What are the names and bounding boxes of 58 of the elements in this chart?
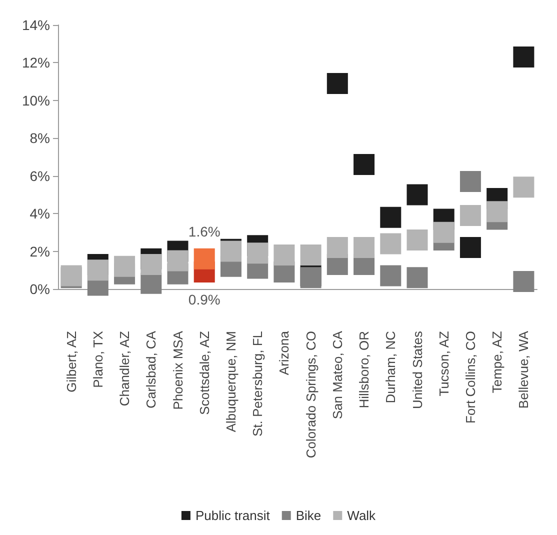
legend-label: Public transit [195, 508, 270, 523]
data-label: 0.9% [188, 292, 220, 308]
x-tick-label: St. Petersburg, FL [250, 331, 266, 436]
x-tick-label: Fort Collins, CO [462, 331, 478, 424]
y-tick-label: 10% [22, 92, 50, 108]
point [354, 154, 375, 176]
point [460, 204, 481, 226]
x-tick-label: Hillsboro, OR [356, 331, 372, 408]
point [380, 233, 402, 254]
x-tick-label: Chandler, AZ [117, 330, 132, 406]
point [274, 244, 295, 266]
legend-label: Walk [347, 508, 376, 523]
y-tick-label: 8% [30, 130, 50, 146]
point [114, 256, 136, 277]
y-tick-label: 2% [30, 243, 50, 260]
x-tick-label: Colorado Springs, CO [303, 331, 318, 458]
point [87, 260, 108, 281]
point [380, 265, 402, 286]
data-label: 1.6% [188, 223, 220, 240]
y-tick-label: 6% [30, 168, 50, 184]
point [486, 201, 508, 222]
point [406, 267, 428, 288]
x-tick-label: United States [410, 330, 425, 410]
point [167, 250, 188, 272]
point [380, 206, 402, 228]
point [140, 254, 162, 275]
x-tick-label: Tempe, AZ [490, 330, 505, 394]
point [460, 171, 481, 192]
x-tick-label: Scottsdale, AZ [196, 330, 212, 415]
point [140, 272, 162, 294]
x-tick-label: Gilbert, AZ [64, 330, 79, 392]
point [247, 242, 268, 264]
point [354, 237, 375, 258]
y-tick-label: 0% [30, 281, 50, 297]
x-tick-label: Albuquerque, NM [223, 331, 238, 432]
point [433, 222, 454, 243]
x-tick-label: Plano, TX [90, 330, 106, 388]
point [300, 244, 322, 266]
point [326, 237, 348, 258]
y-tick-label: 12% [22, 54, 50, 71]
x-tick-label: Tucson, AZ [436, 330, 452, 396]
legend-label: Bike [296, 508, 322, 523]
y-tick-label: 14% [22, 17, 50, 33]
point [194, 248, 215, 270]
x-tick-label: San Mateo, CA [330, 330, 345, 420]
point [513, 270, 534, 292]
x-tick-label: Bellevue, WA [516, 330, 532, 409]
point [460, 237, 481, 258]
x-tick-label: Durham, NC [383, 331, 398, 404]
point [513, 176, 534, 198]
x-tick-label: Carlsbad, CA [144, 330, 159, 408]
point [406, 184, 428, 206]
point [326, 72, 348, 94]
y-tick-label: 4% [30, 206, 50, 222]
point [513, 46, 534, 68]
point [406, 229, 428, 250]
x-tick-label: Arizona [276, 330, 292, 376]
x-tick-label: Phoenix MSA [170, 330, 186, 410]
